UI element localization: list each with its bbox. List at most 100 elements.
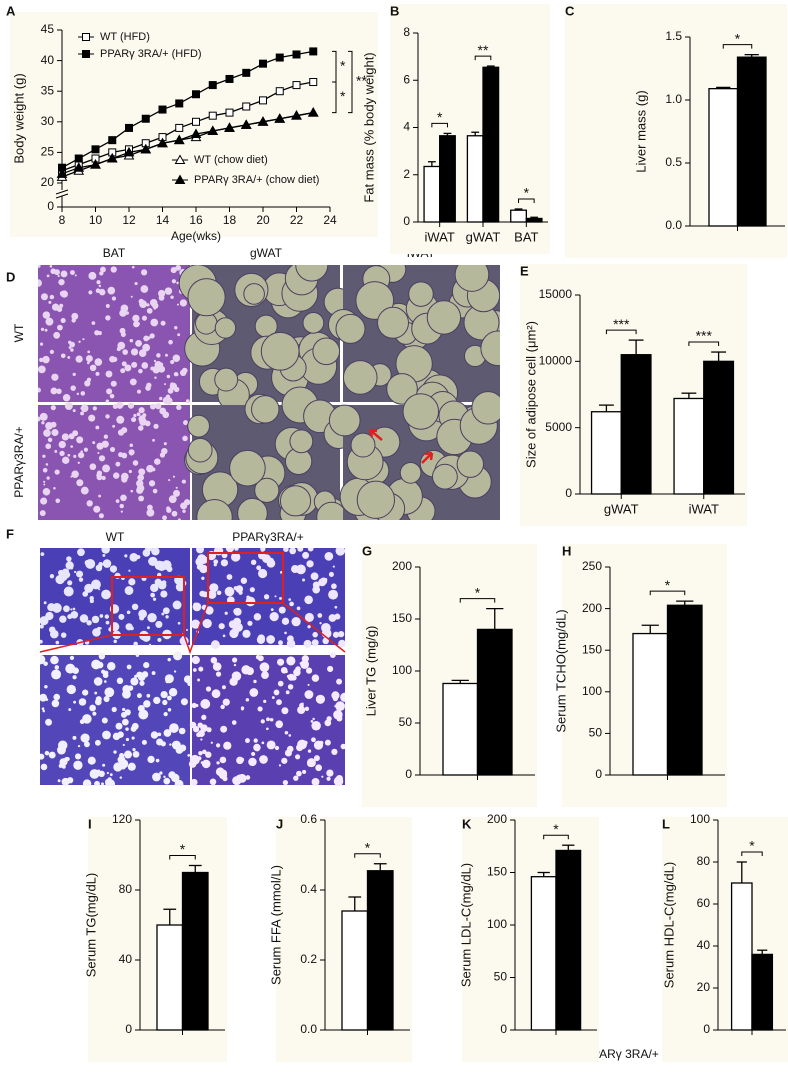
histology-cell — [118, 452, 124, 458]
y-tick-label: 100 — [690, 812, 710, 826]
histology-cell — [111, 706, 117, 713]
marker — [292, 50, 301, 59]
histology-cell — [121, 718, 129, 726]
histology-cell — [45, 317, 54, 326]
histology-cell — [234, 548, 239, 551]
histology-cell — [426, 300, 462, 335]
histology-cell — [155, 402, 162, 410]
histology-cell — [72, 607, 76, 611]
histology-cell — [329, 652, 336, 658]
y-axis-label: Size of adipose cell (μm²) — [523, 321, 538, 468]
histology-cell — [324, 739, 331, 746]
histology-cell — [220, 704, 225, 710]
histology-cell — [303, 639, 312, 648]
histology-cell — [107, 286, 116, 295]
histology-cell — [132, 460, 139, 466]
histology-cell — [55, 640, 60, 645]
histology-cell — [332, 695, 339, 702]
histology-cell — [132, 748, 136, 752]
histology-cell — [123, 750, 133, 759]
histology-cell — [42, 709, 46, 713]
y-tick-label: 2 — [403, 167, 410, 181]
histology-cell — [88, 414, 96, 422]
histology-cell — [91, 579, 101, 590]
histology-cell — [82, 779, 92, 786]
histology-cell — [199, 555, 208, 564]
histology-cell — [109, 773, 113, 777]
histology-cell — [293, 775, 299, 781]
histology-cell — [253, 613, 262, 621]
histology-cell — [251, 751, 256, 757]
y-axis-label: Body weight (g) — [11, 73, 26, 163]
histology-cell — [105, 414, 110, 419]
histology-cell — [80, 733, 90, 743]
histology-cell — [299, 662, 302, 665]
histology-cell — [61, 765, 66, 769]
histology-cell — [278, 640, 283, 646]
histology-cell — [66, 777, 74, 784]
histology-cell — [105, 399, 110, 403]
histology-cell — [251, 395, 280, 424]
histology-cell — [111, 296, 117, 301]
series-line — [61, 111, 314, 175]
histology-cell — [54, 450, 58, 453]
histology-cell — [74, 274, 77, 277]
histology-cell — [191, 702, 197, 709]
histology-cell — [124, 364, 132, 372]
histology-cell — [140, 269, 148, 276]
histology-cell — [336, 715, 343, 722]
histology-cell — [311, 639, 319, 647]
legend-label: WT (HFD) — [100, 31, 150, 43]
y-tick-label: 100 — [392, 663, 412, 677]
histology-cell — [41, 421, 45, 425]
histology-cell — [160, 690, 168, 699]
histology-cell — [285, 690, 290, 695]
marker — [141, 114, 150, 123]
marker — [275, 53, 284, 62]
histology-cell — [74, 570, 77, 574]
histology-cell — [139, 418, 147, 426]
histology-cell — [181, 479, 186, 484]
y-tick-label: 0.0 — [665, 218, 682, 232]
histology-cell — [209, 583, 219, 593]
histology-cell — [148, 559, 152, 564]
marker — [91, 145, 100, 154]
histology-cell — [263, 594, 270, 600]
histology-cell — [73, 454, 77, 458]
panel-letter: L — [662, 816, 670, 831]
histology-cell — [97, 451, 100, 455]
histology-cell — [302, 311, 325, 334]
histology-cell — [63, 586, 74, 597]
histology-cell — [289, 429, 314, 454]
histology-cell — [335, 775, 343, 783]
histology-cell — [210, 656, 218, 664]
histology-cell — [138, 368, 143, 374]
marker — [259, 96, 267, 105]
histology-cell — [130, 295, 133, 298]
histology-cell — [214, 317, 237, 339]
histology-cell — [154, 560, 164, 571]
histology-cell — [164, 674, 174, 684]
histology-cell — [231, 720, 237, 725]
histology-cell — [163, 711, 168, 717]
histology-cell — [48, 300, 52, 304]
histology-cell — [257, 655, 264, 662]
histology-cell — [40, 293, 48, 301]
histology-cell — [89, 704, 96, 712]
histology-cell — [46, 274, 50, 278]
panel-letter: E — [520, 263, 529, 278]
y-tick-label: 10000 — [539, 354, 573, 368]
y-tick-label: 0.5 — [665, 155, 682, 169]
bar — [703, 360, 735, 495]
y-tick-label: 0.2 — [300, 952, 317, 966]
histology-cell — [246, 595, 250, 600]
histology-cell — [261, 671, 269, 679]
histology-cell — [39, 510, 46, 517]
histology-cell — [54, 665, 60, 670]
histology-cell — [42, 311, 51, 319]
histology-cell — [284, 730, 289, 735]
marker — [207, 125, 219, 135]
histology-cell — [107, 662, 116, 671]
histology-cell — [133, 641, 138, 647]
histology-cell — [64, 756, 69, 762]
